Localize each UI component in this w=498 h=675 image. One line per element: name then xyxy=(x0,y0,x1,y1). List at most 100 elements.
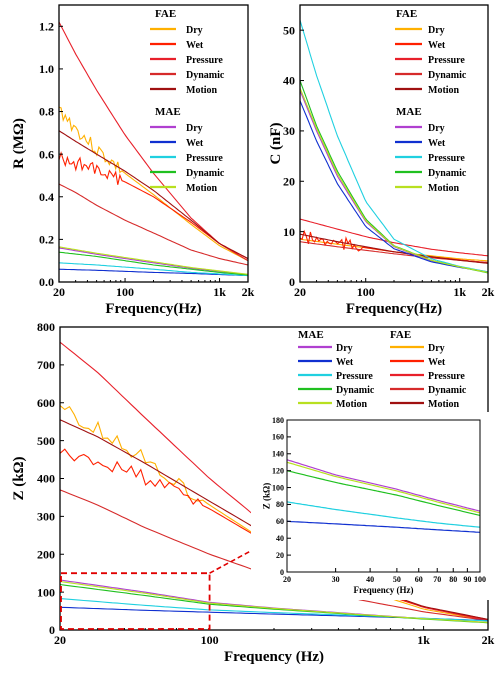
legend-entry-fae-pressure: Pressure xyxy=(428,55,465,66)
x-tick-label: 20 xyxy=(54,633,66,647)
series-line-fae-motion xyxy=(59,130,248,260)
legend-entry-mae-wet: Wet xyxy=(428,138,446,149)
x-tick-label: 90 xyxy=(463,575,471,584)
legend-entry-fae-motion: Motion xyxy=(186,85,218,96)
legend-entry-mae-wet: Wet xyxy=(186,138,204,149)
y-axis-title: R (MΩ) xyxy=(11,118,27,169)
y-tick-label: 100 xyxy=(272,483,284,492)
legend-entry-fae-wet: Wet xyxy=(428,357,446,368)
y-tick-label: 400 xyxy=(37,472,55,486)
y-tick-label: 10 xyxy=(283,225,295,239)
x-tick-label: 50 xyxy=(393,575,401,584)
plot-frame xyxy=(286,419,481,573)
legend-entry-fae-wet: Wet xyxy=(186,40,204,51)
x-tick-label: 100 xyxy=(357,285,375,299)
y-tick-label: 0 xyxy=(289,275,295,289)
panel-c: 20 100 1k 2k 0 10 20 30 40 50 Frequency(Hz) C (nF) F… xyxy=(268,4,495,317)
x-tick-label: 1k xyxy=(453,285,466,299)
series-line-mae-motion xyxy=(287,461,480,514)
legend-entry-fae-pressure: Pressure xyxy=(186,55,223,66)
legend-group-title: FAE xyxy=(390,329,411,341)
series-line-mae-dynamic xyxy=(59,251,248,276)
x-tick-label: 100 xyxy=(474,575,486,584)
y-tick-label: 600 xyxy=(37,396,55,410)
zoom-arrow-line xyxy=(209,546,259,574)
zoom-box xyxy=(60,572,211,630)
legend-entry-mae-motion: Motion xyxy=(428,183,460,194)
series-line-mae-motion xyxy=(300,87,488,273)
series-group xyxy=(300,19,488,274)
y-tick-label: 0.2 xyxy=(39,233,54,247)
legend-entry-mae-pressure: Pressure xyxy=(186,153,223,164)
legend-entry-fae-pressure: Pressure xyxy=(428,371,465,382)
series-line-mae-dry xyxy=(300,90,488,273)
legend-group-title: MAE xyxy=(396,106,422,118)
series-line-mae-pressure xyxy=(300,19,488,273)
x-tick-label: 20 xyxy=(53,285,65,299)
y-tick-label: 160 xyxy=(272,433,284,442)
series-line-mae-dynamic xyxy=(287,470,480,516)
legend-entry-fae-motion: Motion xyxy=(428,399,460,410)
y-tick-label: 0.6 xyxy=(39,147,54,161)
y-tick-label: 0.4 xyxy=(39,190,54,204)
legend-entry-mae-dynamic: Dynamic xyxy=(336,385,375,396)
series-line-fae-dynamic xyxy=(59,183,248,266)
legend-entry-mae-motion: Motion xyxy=(186,183,218,194)
series-line-mae-dry xyxy=(287,459,480,512)
x-tick-label: 60 xyxy=(415,575,423,584)
legend-entry-fae-dry: Dry xyxy=(428,343,445,354)
x-tick-label: 100 xyxy=(116,285,134,299)
y-tick-label: 100 xyxy=(37,585,55,599)
x-tick-label: 20 xyxy=(283,575,291,584)
legend-entry-mae-dynamic: Dynamic xyxy=(186,168,225,179)
y-tick-label: 50 xyxy=(283,23,295,37)
x-axis-title: Frequency(Hz) xyxy=(346,301,442,317)
series-line-fae-dry xyxy=(59,106,248,262)
series-line-fae-pressure xyxy=(300,218,488,257)
legend-entry-fae-motion: Motion xyxy=(428,85,460,96)
series-line-mae-pressure xyxy=(59,262,248,277)
x-tick-label: 2k xyxy=(482,285,495,299)
y-tick-label: 1.0 xyxy=(39,62,54,76)
legend: MAE Dry Wet Pressure Dynamic Motion FAE Dry Wet P… xyxy=(298,329,467,410)
y-tick-label: 0 xyxy=(49,623,55,637)
y-tick-label: 200 xyxy=(37,547,55,561)
legend-entry-fae-dry: Dry xyxy=(186,25,203,36)
y-axis-title: Z (kΩ) xyxy=(11,456,27,500)
series-group xyxy=(59,21,248,277)
series-line-mae-wet xyxy=(300,100,488,273)
y-tick-label: 40 xyxy=(283,74,295,88)
legend: FAE Dry Wet Pressure Dynamic Motion MAE Dry Wet P… xyxy=(150,8,225,194)
x-tick-label: 1k xyxy=(417,633,430,647)
legend-entry-fae-dry: Dry xyxy=(428,25,445,36)
legend-group-title: MAE xyxy=(298,329,324,341)
y-tick-label: 120 xyxy=(272,466,284,475)
panel-z-inset: 20 30 40 50 60 70 80 90 100020406080100120140160… xyxy=(251,412,490,600)
y-axis-title: C (nF) xyxy=(268,122,284,164)
y-tick-label: 140 xyxy=(272,450,284,459)
x-axis-title: Frequency (Hz) xyxy=(224,649,324,665)
y-tick-label: 0.0 xyxy=(39,275,54,289)
x-axis-title: Frequency(Hz) xyxy=(105,301,201,317)
legend-entry-mae-wet: Wet xyxy=(336,357,354,368)
x-tick-label: 2k xyxy=(482,633,495,647)
y-tick-label: 20 xyxy=(283,174,295,188)
legend-entry-fae-dynamic: Dynamic xyxy=(428,385,467,396)
y-tick-label: 20 xyxy=(276,551,284,560)
y-tick-label: 0 xyxy=(280,568,284,577)
y-tick-label: 180 xyxy=(272,416,284,425)
y-tick-label: 500 xyxy=(37,434,55,448)
y-tick-label: 30 xyxy=(283,124,295,138)
plot-frame xyxy=(299,4,489,283)
series-line-mae-wet xyxy=(59,268,248,277)
y-tick-label: 700 xyxy=(37,358,55,372)
legend-entry-mae-pressure: Pressure xyxy=(336,371,373,382)
y-tick-label: 1.2 xyxy=(39,20,54,34)
legend-entry-fae-wet: Wet xyxy=(428,40,446,51)
x-tick-label: 30 xyxy=(332,575,340,584)
y-tick-label: 0.8 xyxy=(39,105,54,119)
legend-entry-mae-dry: Dry xyxy=(336,343,353,354)
legend-group-title: MAE xyxy=(155,106,181,118)
y-tick-label: 60 xyxy=(276,517,284,526)
